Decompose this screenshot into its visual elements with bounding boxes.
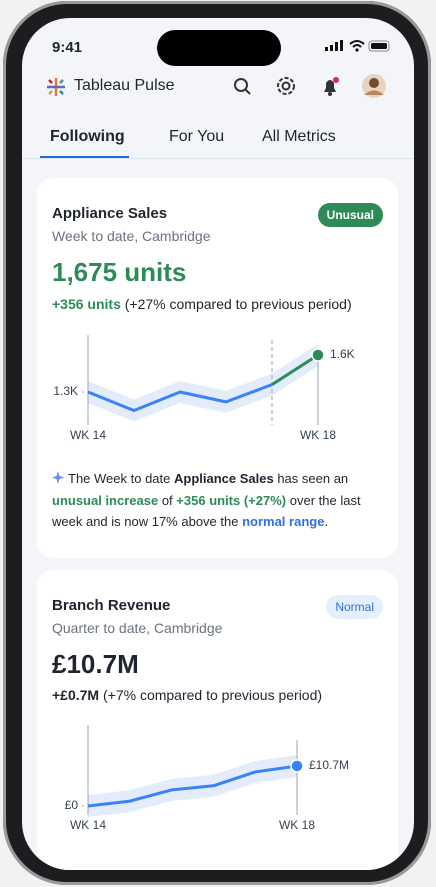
metric-change: +356 units (+27% compared to previous pe… — [52, 296, 352, 312]
sparkline-path — [87, 764, 298, 808]
avatar[interactable] — [362, 74, 386, 98]
change-value: +356 units — [52, 296, 121, 312]
x-tick-label: WK 18 — [279, 818, 315, 832]
normal-range-band — [88, 754, 297, 817]
insight-text: Appliance Sales — [174, 471, 274, 486]
x-tick-label: WK 18 — [300, 428, 336, 442]
change-note: (+27% compared to previous period) — [124, 296, 352, 312]
badge: Unusual — [317, 203, 383, 227]
normal-range-band — [88, 344, 318, 422]
insight-text: unusual increase — [52, 492, 159, 508]
change-note: (+7% compared to previous period) — [102, 687, 323, 703]
metric-card[interactable]: Branch Revenue Normal Quarter to date, C… — [37, 570, 398, 870]
header-icons — [234, 74, 386, 98]
insight-text: of — [158, 492, 177, 508]
app-name: Tableau Pulse — [74, 77, 175, 94]
metric-card[interactable]: Appliance Sales Unusual Week to date, Ca… — [37, 178, 398, 558]
value-label: 1.6K — [330, 347, 355, 361]
sparkline: £0 £10.7M WK 14 WK 18 — [65, 725, 349, 832]
card-title: Branch Revenue — [52, 597, 171, 614]
y-tick-label: £0 — [65, 798, 79, 812]
y-tick-label: 1.3K — [53, 384, 78, 398]
dynamic-island — [157, 30, 281, 66]
tab[interactable]: All Metrics — [262, 128, 336, 145]
x-tick-label: WK 14 — [70, 818, 106, 832]
change-value: +£0.7M — [52, 687, 100, 703]
search-icon[interactable] — [234, 78, 251, 95]
x-tick-label: WK 14 — [70, 428, 106, 442]
card-subtitle: Quarter to date, Cambridge — [52, 620, 223, 636]
insight-text: normal range — [242, 514, 325, 529]
tab-underline — [40, 156, 129, 158]
tab[interactable]: For You — [169, 128, 225, 145]
insight: The Week to date Appliance Sales has see… — [52, 468, 377, 533]
insight-text: The Week to date — [68, 471, 174, 486]
status-time: 9:41 — [52, 39, 83, 56]
metric-change: +£0.7M (+7% compared to previous period) — [52, 687, 322, 703]
sparkline: 1.3K 1.6K WK 14 WK 18 — [53, 335, 355, 442]
metric-value: 1,675 units — [52, 257, 187, 287]
unusual-segment — [271, 353, 319, 386]
sparkline-path — [87, 383, 273, 413]
value-label: £10.7M — [309, 758, 349, 772]
end-point — [290, 759, 304, 773]
app-logo — [47, 78, 65, 96]
notification-icon[interactable] — [324, 77, 339, 96]
divider — [22, 158, 414, 159]
settings-icon[interactable] — [277, 77, 295, 95]
insight-text: over the last week and is now 17% above … — [52, 492, 361, 530]
status-icons — [325, 40, 390, 52]
end-point — [311, 348, 325, 362]
insight-text: has seen an — [273, 471, 349, 486]
badge: Normal — [326, 595, 383, 619]
tab[interactable]: Following — [50, 128, 125, 145]
card-title: Appliance Sales — [52, 205, 168, 222]
card-subtitle: Week to date, Cambridge — [52, 228, 211, 244]
metric-value: £10.7M — [52, 649, 139, 679]
insight-text: . — [324, 514, 329, 529]
screen: 9:41 Tableau Pulse Following For You All… — [22, 18, 414, 870]
sparkle-icon — [52, 471, 65, 484]
insight-text: +356 units (+27%) — [176, 492, 287, 508]
